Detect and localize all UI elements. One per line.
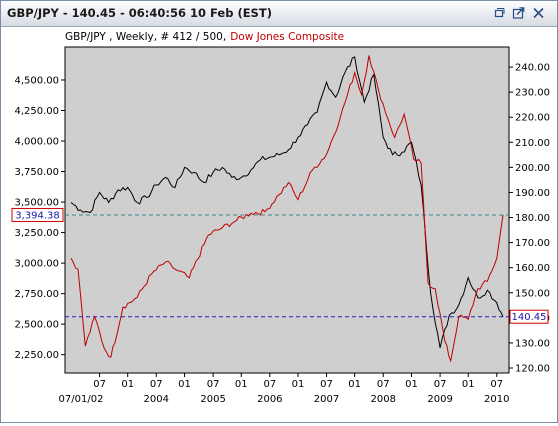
x-tick-label: 01 <box>178 379 191 390</box>
left-tick-label: 3,000.00 <box>14 259 59 270</box>
x-year-label: 2004 <box>144 394 169 405</box>
x-tick-label: 07 <box>150 379 163 390</box>
right-tick-label: 240.00 <box>515 63 550 74</box>
left-value-marker: 3,394.38 <box>15 210 60 221</box>
x-year-label: 2007 <box>314 394 339 405</box>
right-tick-label: 170.00 <box>515 238 550 249</box>
window-title: GBP/JPY - 140.45 - 06:40:56 10 Feb (EST) <box>7 6 272 20</box>
x-year-label: 2005 <box>200 394 225 405</box>
x-tick-label: 07 <box>490 379 503 390</box>
chart-svg: GBP/JPY , Weekly, # 412 / 500, Dow Jones … <box>11 31 550 405</box>
right-tick-label: 180.00 <box>515 213 550 224</box>
legend-prefix: GBP/JPY , Weekly, # 412 / 500, <box>65 31 226 43</box>
legend: GBP/JPY , Weekly, # 412 / 500, Dow Jones … <box>65 31 344 43</box>
right-tick-label: 160.00 <box>515 263 550 274</box>
x-tick-label: 01 <box>235 379 248 390</box>
left-tick-label: 3,250.00 <box>14 228 59 239</box>
plot-background <box>64 46 510 374</box>
reference-lines <box>65 214 509 318</box>
left-tick-label: 2,250.00 <box>14 350 59 361</box>
x-tick-label: 07 <box>93 379 106 390</box>
x-axis: 07 01 07 01 07 01 07 01 07 01 07 01 07 01 07 07/01/02 20… <box>59 373 510 405</box>
right-tick-label: 120.00 <box>515 363 550 374</box>
x-year-label: 07/01/02 <box>59 394 104 405</box>
series-line-gbp-jpy <box>70 56 504 349</box>
x-tick-label: 07 <box>320 379 333 390</box>
left-tick-label: 2,750.00 <box>14 289 59 300</box>
right-tick-label: 150.00 <box>515 288 550 299</box>
right-value-marker: 140.45 <box>512 312 547 323</box>
right-tick-label: 130.00 <box>515 338 550 349</box>
popout-icon[interactable] <box>512 7 525 19</box>
legend-overlay-name: Dow Jones Composite <box>230 31 344 43</box>
series-line-dow-jones <box>70 55 504 363</box>
series-group <box>70 55 504 363</box>
chart-area: GBP/JPY , Weekly, # 412 / 500, Dow Jones … <box>1 27 557 422</box>
right-tick-label: 210.00 <box>515 138 550 149</box>
left-tick-label: 4,250.00 <box>14 106 59 117</box>
left-tick-label: 3,750.00 <box>14 167 59 178</box>
right-tick-label: 190.00 <box>515 188 550 199</box>
right-tick-label: 200.00 <box>515 163 550 174</box>
x-tick-label: 01 <box>292 379 305 390</box>
right-tick-label: 230.00 <box>515 88 550 99</box>
x-tick-label: 07 <box>434 379 447 390</box>
x-tick-label: 07 <box>377 379 390 390</box>
x-year-label: 2008 <box>371 394 396 405</box>
close-icon[interactable] <box>532 7 545 19</box>
x-tick-label: 07 <box>263 379 276 390</box>
x-tick-label: 01 <box>348 379 361 390</box>
right-value-marker-box <box>509 309 549 324</box>
x-tick-label: 01 <box>462 379 475 390</box>
left-tick-label: 2,500.00 <box>14 320 59 331</box>
left-tick-label: 4,000.00 <box>14 137 59 148</box>
x-tick-label: 07 <box>207 379 220 390</box>
restore-icon[interactable] <box>493 7 506 19</box>
right-tick-label: 220.00 <box>515 113 550 124</box>
x-year-label: 2006 <box>257 394 282 405</box>
title-bar: GBP/JPY - 140.45 - 06:40:56 10 Feb (EST) <box>1 1 557 27</box>
left-value-marker-box <box>11 207 64 222</box>
left-tick-label: 3,500.00 <box>14 198 59 209</box>
left-axis: 4,500.00 4,250.00 4,000.00 3,750.00 3,500.00… <box>14 75 65 361</box>
x-tick-label: 01 <box>405 379 418 390</box>
x-year-label: 2009 <box>427 394 452 405</box>
left-tick-label: 4,500.00 <box>14 75 59 86</box>
right-axis: 240.00 230.00 220.00 210.00 200.00 190.00 180.… <box>509 63 550 374</box>
x-tick-label: 01 <box>121 379 134 390</box>
value-markers: 3,394.38 140.45 <box>11 207 549 324</box>
x-year-label: 2010 <box>484 394 509 405</box>
